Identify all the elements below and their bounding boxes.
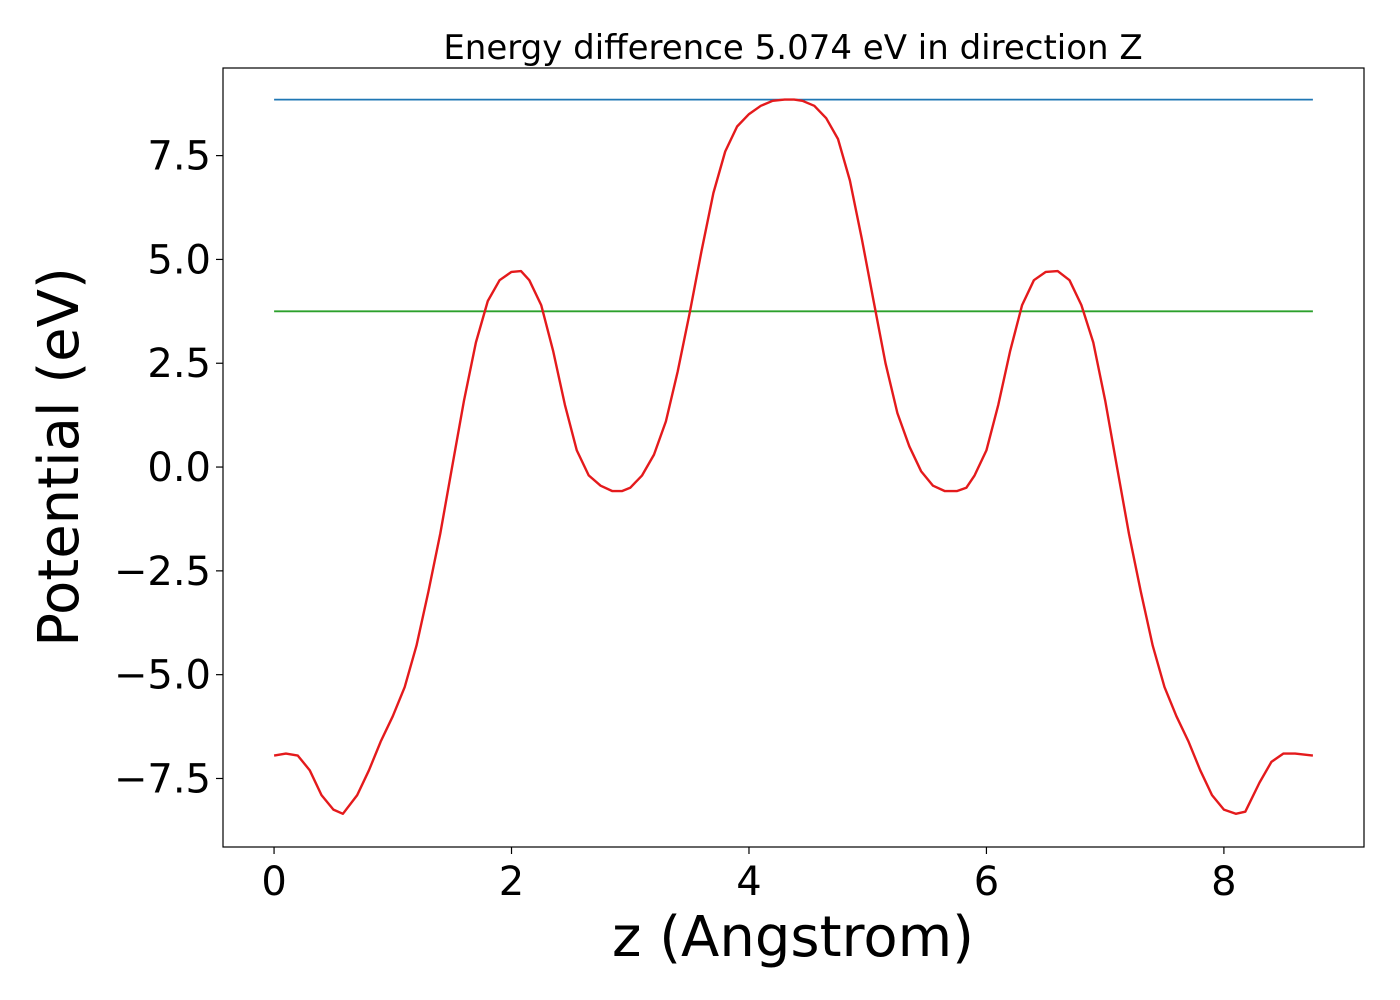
series-line-2	[273, 98, 1314, 815]
chart-title: Energy difference 5.074 eV in direction …	[443, 28, 1142, 68]
x-tick-label: 2	[499, 859, 524, 905]
y-tick-label: −7.5	[114, 756, 211, 802]
y-tick-label: 0.0	[147, 445, 211, 491]
x-axis-label: z (Angstrom)	[612, 905, 974, 970]
y-axis-label: Potential (eV)	[27, 267, 92, 647]
plot-frame	[222, 67, 1365, 848]
series-layer	[273, 98, 1314, 815]
x-tick-label: 6	[974, 859, 999, 905]
x-axis-ticks: 0 2 4 6 8	[261, 847, 1237, 905]
x-tick-label: 0	[261, 859, 286, 905]
y-tick-label: 5.0	[147, 237, 211, 283]
y-tick-label: −5.0	[114, 653, 211, 699]
y-tick-label: 7.5	[147, 134, 211, 180]
y-tick-label: −2.5	[114, 549, 211, 595]
y-tick-label: 2.5	[147, 341, 211, 387]
x-tick-label: 8	[1211, 859, 1236, 905]
y-axis-ticks: −7.5 −5.0 −2.5 0.0 2.5 5.0 7.5	[114, 134, 223, 802]
x-tick-label: 4	[736, 859, 761, 905]
